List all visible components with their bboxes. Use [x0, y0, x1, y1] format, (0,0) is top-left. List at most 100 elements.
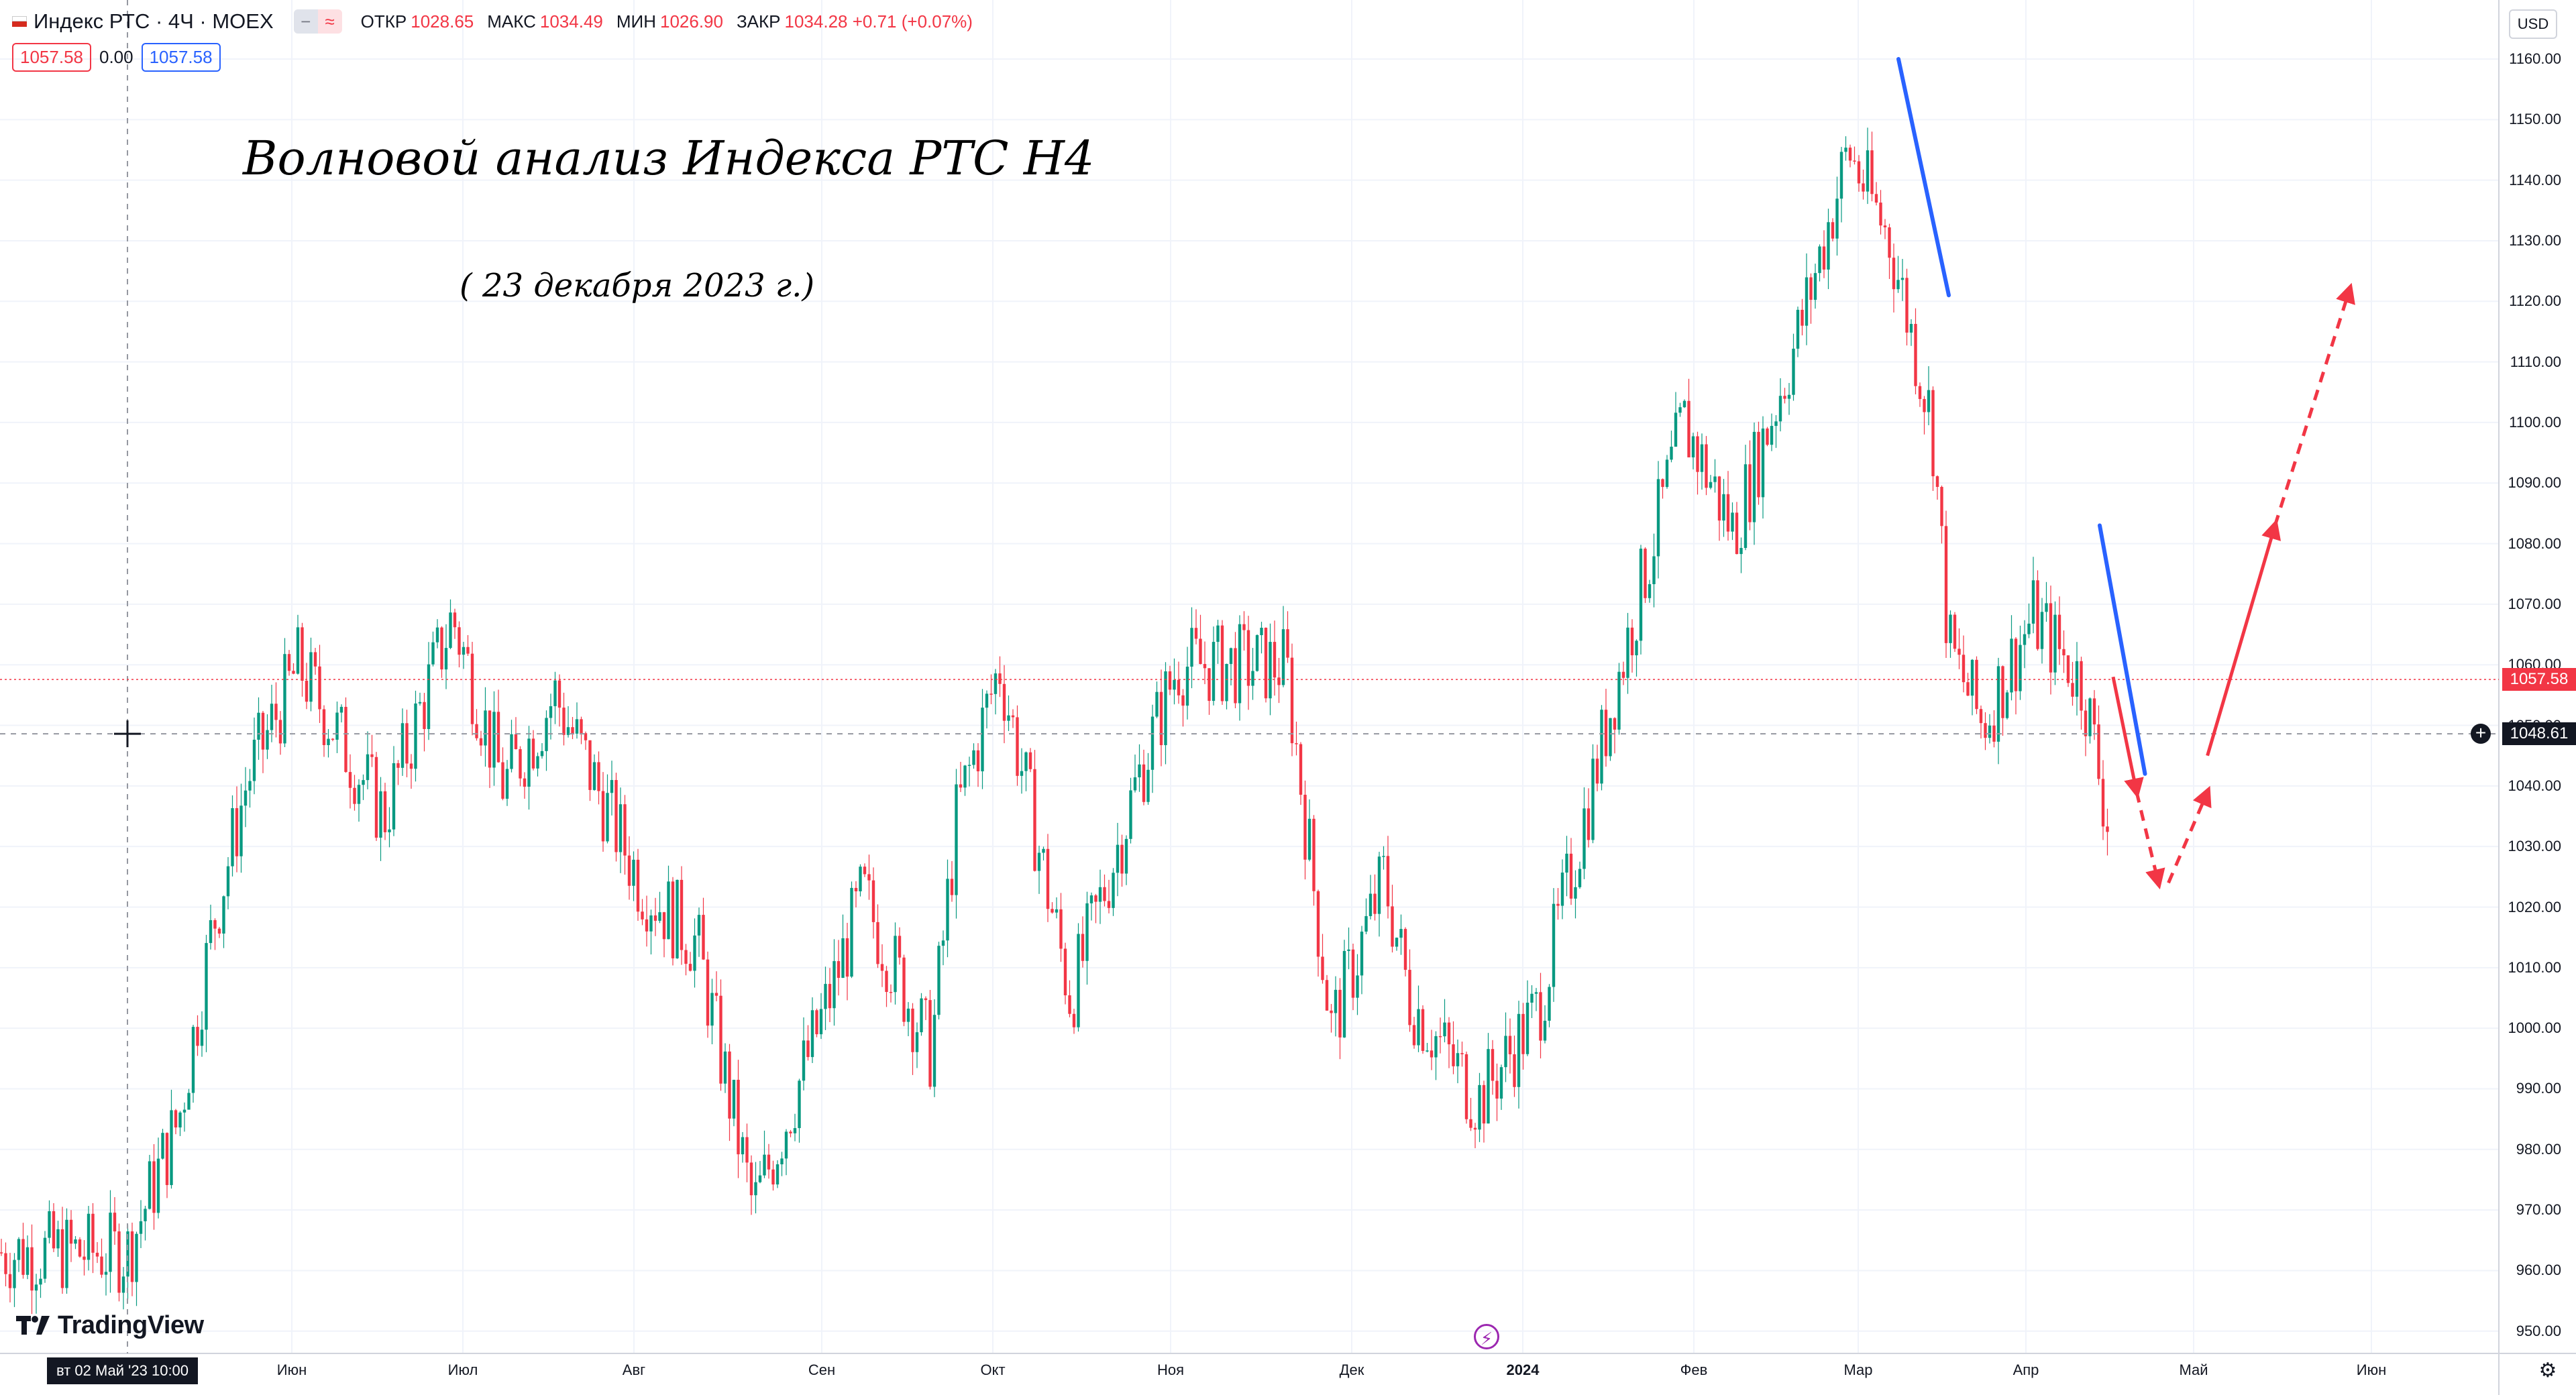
candle-body: [1255, 635, 1259, 671]
minus-icon[interactable]: −: [293, 9, 318, 34]
candle-body: [1002, 683, 1006, 721]
candle-body: [588, 740, 592, 790]
candle-body: [152, 1161, 156, 1213]
candle-body: [409, 763, 413, 769]
candle-body: [601, 791, 605, 842]
annotation-date[interactable]: ( 23 декабря 2023 г.): [460, 267, 815, 304]
candle-body: [1426, 1050, 1429, 1052]
price-tick-label: 1130.00: [2509, 231, 2561, 249]
candle-body: [65, 1219, 68, 1288]
wave-icon[interactable]: ≈: [317, 9, 342, 34]
price-tick-label: 1140.00: [2509, 171, 2561, 188]
candle-body: [2084, 710, 2088, 736]
candle-body: [1892, 258, 1896, 290]
wave-line-blue[interactable]: [1896, 57, 1951, 298]
candle-body: [1787, 394, 1791, 399]
candle-body: [121, 1276, 125, 1293]
candle-body: [1604, 710, 1608, 757]
candle-body: [191, 1027, 195, 1093]
chart-type-toggle[interactable]: − ≈: [293, 9, 342, 34]
candle-body: [1116, 844, 1120, 873]
add-alert-plus-icon[interactable]: +: [2471, 724, 2491, 744]
flag-icon: [12, 16, 27, 27]
buy-button[interactable]: 1057.58: [141, 43, 221, 72]
currency-button[interactable]: USD: [2509, 9, 2557, 39]
candle-body: [1159, 691, 1163, 746]
candle-body: [1103, 887, 1106, 901]
candle-body: [810, 1010, 814, 1058]
candle-body: [1499, 1067, 1503, 1099]
sell-button[interactable]: 1057.58: [12, 43, 91, 72]
candle-body: [1251, 671, 1254, 686]
candle-body: [1434, 1036, 1438, 1058]
candle-body: [2031, 580, 2035, 624]
candle-body: [1818, 246, 1821, 274]
candle-body: [322, 709, 326, 745]
candle-body: [571, 727, 574, 734]
candle-body: [496, 712, 500, 763]
last-price-tag: 1057.58: [2502, 668, 2576, 691]
annotation-title[interactable]: Волновой анализ Индекса РТС Н4: [243, 131, 1095, 186]
candle-body: [2075, 661, 2079, 697]
forecast-arrow[interactable]: [2135, 791, 2165, 890]
candle-body: [1809, 277, 1813, 300]
candle-body: [1556, 903, 1560, 906]
forecast-arrow[interactable]: [2206, 518, 2282, 757]
candle-body: [932, 1015, 936, 1087]
candle-body: [1469, 1119, 1472, 1128]
candle-body: [1931, 390, 1935, 477]
candle-body: [8, 1274, 12, 1288]
candle-body: [946, 879, 949, 941]
candle-body: [924, 998, 928, 1001]
candle-body: [937, 946, 941, 1015]
candle-body: [819, 1009, 823, 1035]
candle-body: [1935, 476, 1939, 488]
candle-body: [1966, 682, 1970, 696]
candle-body: [636, 859, 640, 912]
candle-body: [1896, 280, 1900, 290]
candle-body: [697, 915, 701, 936]
candle-body: [200, 1029, 204, 1046]
candle-body: [17, 1239, 21, 1260]
forecast-arrow[interactable]: [2111, 676, 2144, 799]
candle-body: [510, 734, 513, 769]
candle-body: [2023, 634, 2027, 645]
price-axis[interactable]: 950.00 960.00 970.00 980.00 990.00 1000.00 101…: [2502, 0, 2576, 1355]
price-tick-label: 1030.00: [2508, 838, 2561, 855]
chart-header: Индекс РТС · 4Ч · MOEX − ≈ ОТКР 1028.65 М…: [12, 5, 982, 38]
candle-body: [1299, 744, 1303, 795]
forecast-arrow[interactable]: [2167, 785, 2212, 884]
candle-body: [1796, 309, 1800, 349]
candle-body: [2040, 612, 2044, 649]
candle-body: [130, 1231, 134, 1282]
candle-body: [2005, 692, 2009, 718]
open-value: 1028.65: [411, 11, 474, 32]
candle-body: [156, 1158, 160, 1213]
candle-body: [1752, 431, 1756, 522]
candle-body: [610, 780, 614, 793]
candle-body: [1739, 547, 1743, 555]
symbol-label[interactable]: Индекс РТС · 4Ч · MOEX: [34, 9, 274, 33]
time-tick-label: Мар: [1843, 1361, 1873, 1378]
candle-body: [2019, 645, 2022, 691]
candle-body: [1743, 464, 1748, 548]
candle-body: [545, 718, 548, 751]
candle-body: [209, 920, 213, 944]
candle-body: [1146, 769, 1150, 802]
candle-body: [994, 673, 998, 694]
tv-logo-icon: [16, 1315, 50, 1335]
gear-icon[interactable]: ⚙: [2538, 1359, 2557, 1382]
candle-body: [959, 784, 963, 788]
candle-body: [266, 730, 269, 750]
forecast-arrow[interactable]: [2273, 282, 2355, 526]
flash-icon[interactable]: ⚡: [1474, 1324, 1499, 1349]
tradingview-logo[interactable]: TradingView: [16, 1311, 204, 1340]
candle-body: [536, 756, 539, 769]
candle-body: [1495, 1080, 1499, 1099]
candle-body: [1705, 444, 1708, 488]
candle-body: [1835, 199, 1839, 239]
candle-body: [405, 723, 409, 764]
candle-body: [139, 1221, 143, 1234]
wave-line-blue[interactable]: [2098, 523, 2147, 776]
